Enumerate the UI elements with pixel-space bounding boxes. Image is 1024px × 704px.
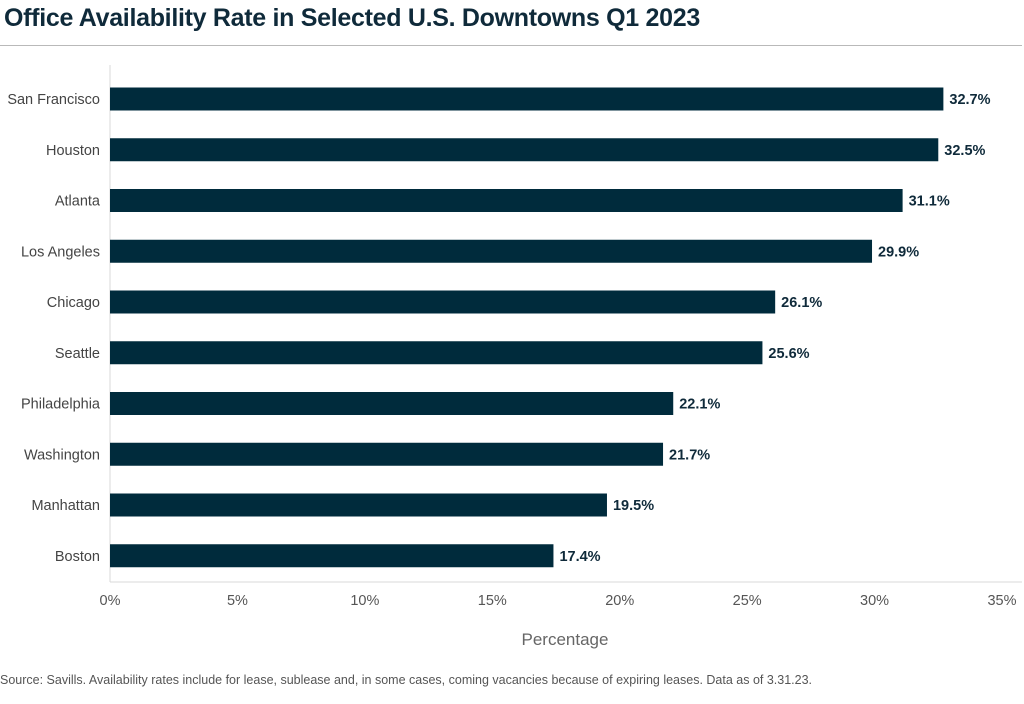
- x-tick-label: 35%: [987, 593, 1016, 609]
- x-tick-label: 5%: [227, 593, 248, 609]
- value-label: 32.7%: [949, 92, 990, 108]
- value-label: 26.1%: [781, 295, 822, 311]
- x-axis-title: Percentage: [522, 630, 609, 649]
- category-label: Chicago: [47, 295, 100, 311]
- bar-seattle: [110, 341, 763, 365]
- x-tick-label: 10%: [350, 593, 379, 609]
- x-tick-label: 15%: [478, 593, 507, 609]
- category-label: Boston: [55, 549, 100, 565]
- x-tick-label: 25%: [733, 593, 762, 609]
- x-tick-label: 0%: [100, 593, 121, 609]
- value-label: 17.4%: [559, 549, 600, 565]
- value-label: 31.1%: [909, 194, 950, 210]
- bar-los-angeles: [110, 239, 873, 263]
- bar-chart: San Francisco 32.7% Houston 32.5% Atlanta 31.…: [7, 65, 1022, 649]
- category-label: Philadelphia: [21, 397, 101, 413]
- value-label: 25.6%: [768, 346, 809, 362]
- category-label: Los Angeles: [21, 244, 100, 260]
- category-label: San Francisco: [7, 92, 100, 108]
- bar-atlanta: [110, 189, 903, 212]
- value-label: 22.1%: [679, 397, 720, 413]
- value-label: 19.5%: [613, 498, 654, 514]
- x-tick-label: 20%: [605, 593, 634, 609]
- category-label: Atlanta: [55, 194, 101, 210]
- bars-layer: San Francisco 32.7% Houston 32.5% Atlanta 31.…: [7, 87, 991, 568]
- bar-manhattan: [110, 493, 607, 517]
- category-label: Seattle: [55, 346, 100, 362]
- bar-san-francisco: [110, 87, 944, 111]
- x-tick-label: 30%: [860, 593, 889, 609]
- bar-philadelphia: [110, 392, 674, 415]
- value-label: 21.7%: [669, 447, 710, 463]
- category-label: Washington: [24, 447, 100, 463]
- source-note: Source: Savills. Availability rates incl…: [0, 673, 813, 687]
- x-ticks-layer: 0% 5% 10% 15% 20% 25% 30% 35%: [100, 593, 1017, 609]
- bar-washington: [110, 442, 664, 466]
- value-label: 29.9%: [878, 244, 919, 260]
- bar-boston: [110, 544, 554, 568]
- title-divider: [0, 45, 1022, 46]
- category-label: Manhattan: [31, 498, 100, 514]
- bar-houston: [110, 138, 939, 162]
- category-label: Houston: [46, 143, 100, 159]
- value-label: 32.5%: [944, 143, 985, 159]
- bar-chicago: [110, 290, 776, 314]
- chart-title: Office Availability Rate in Selected U.S…: [4, 4, 700, 32]
